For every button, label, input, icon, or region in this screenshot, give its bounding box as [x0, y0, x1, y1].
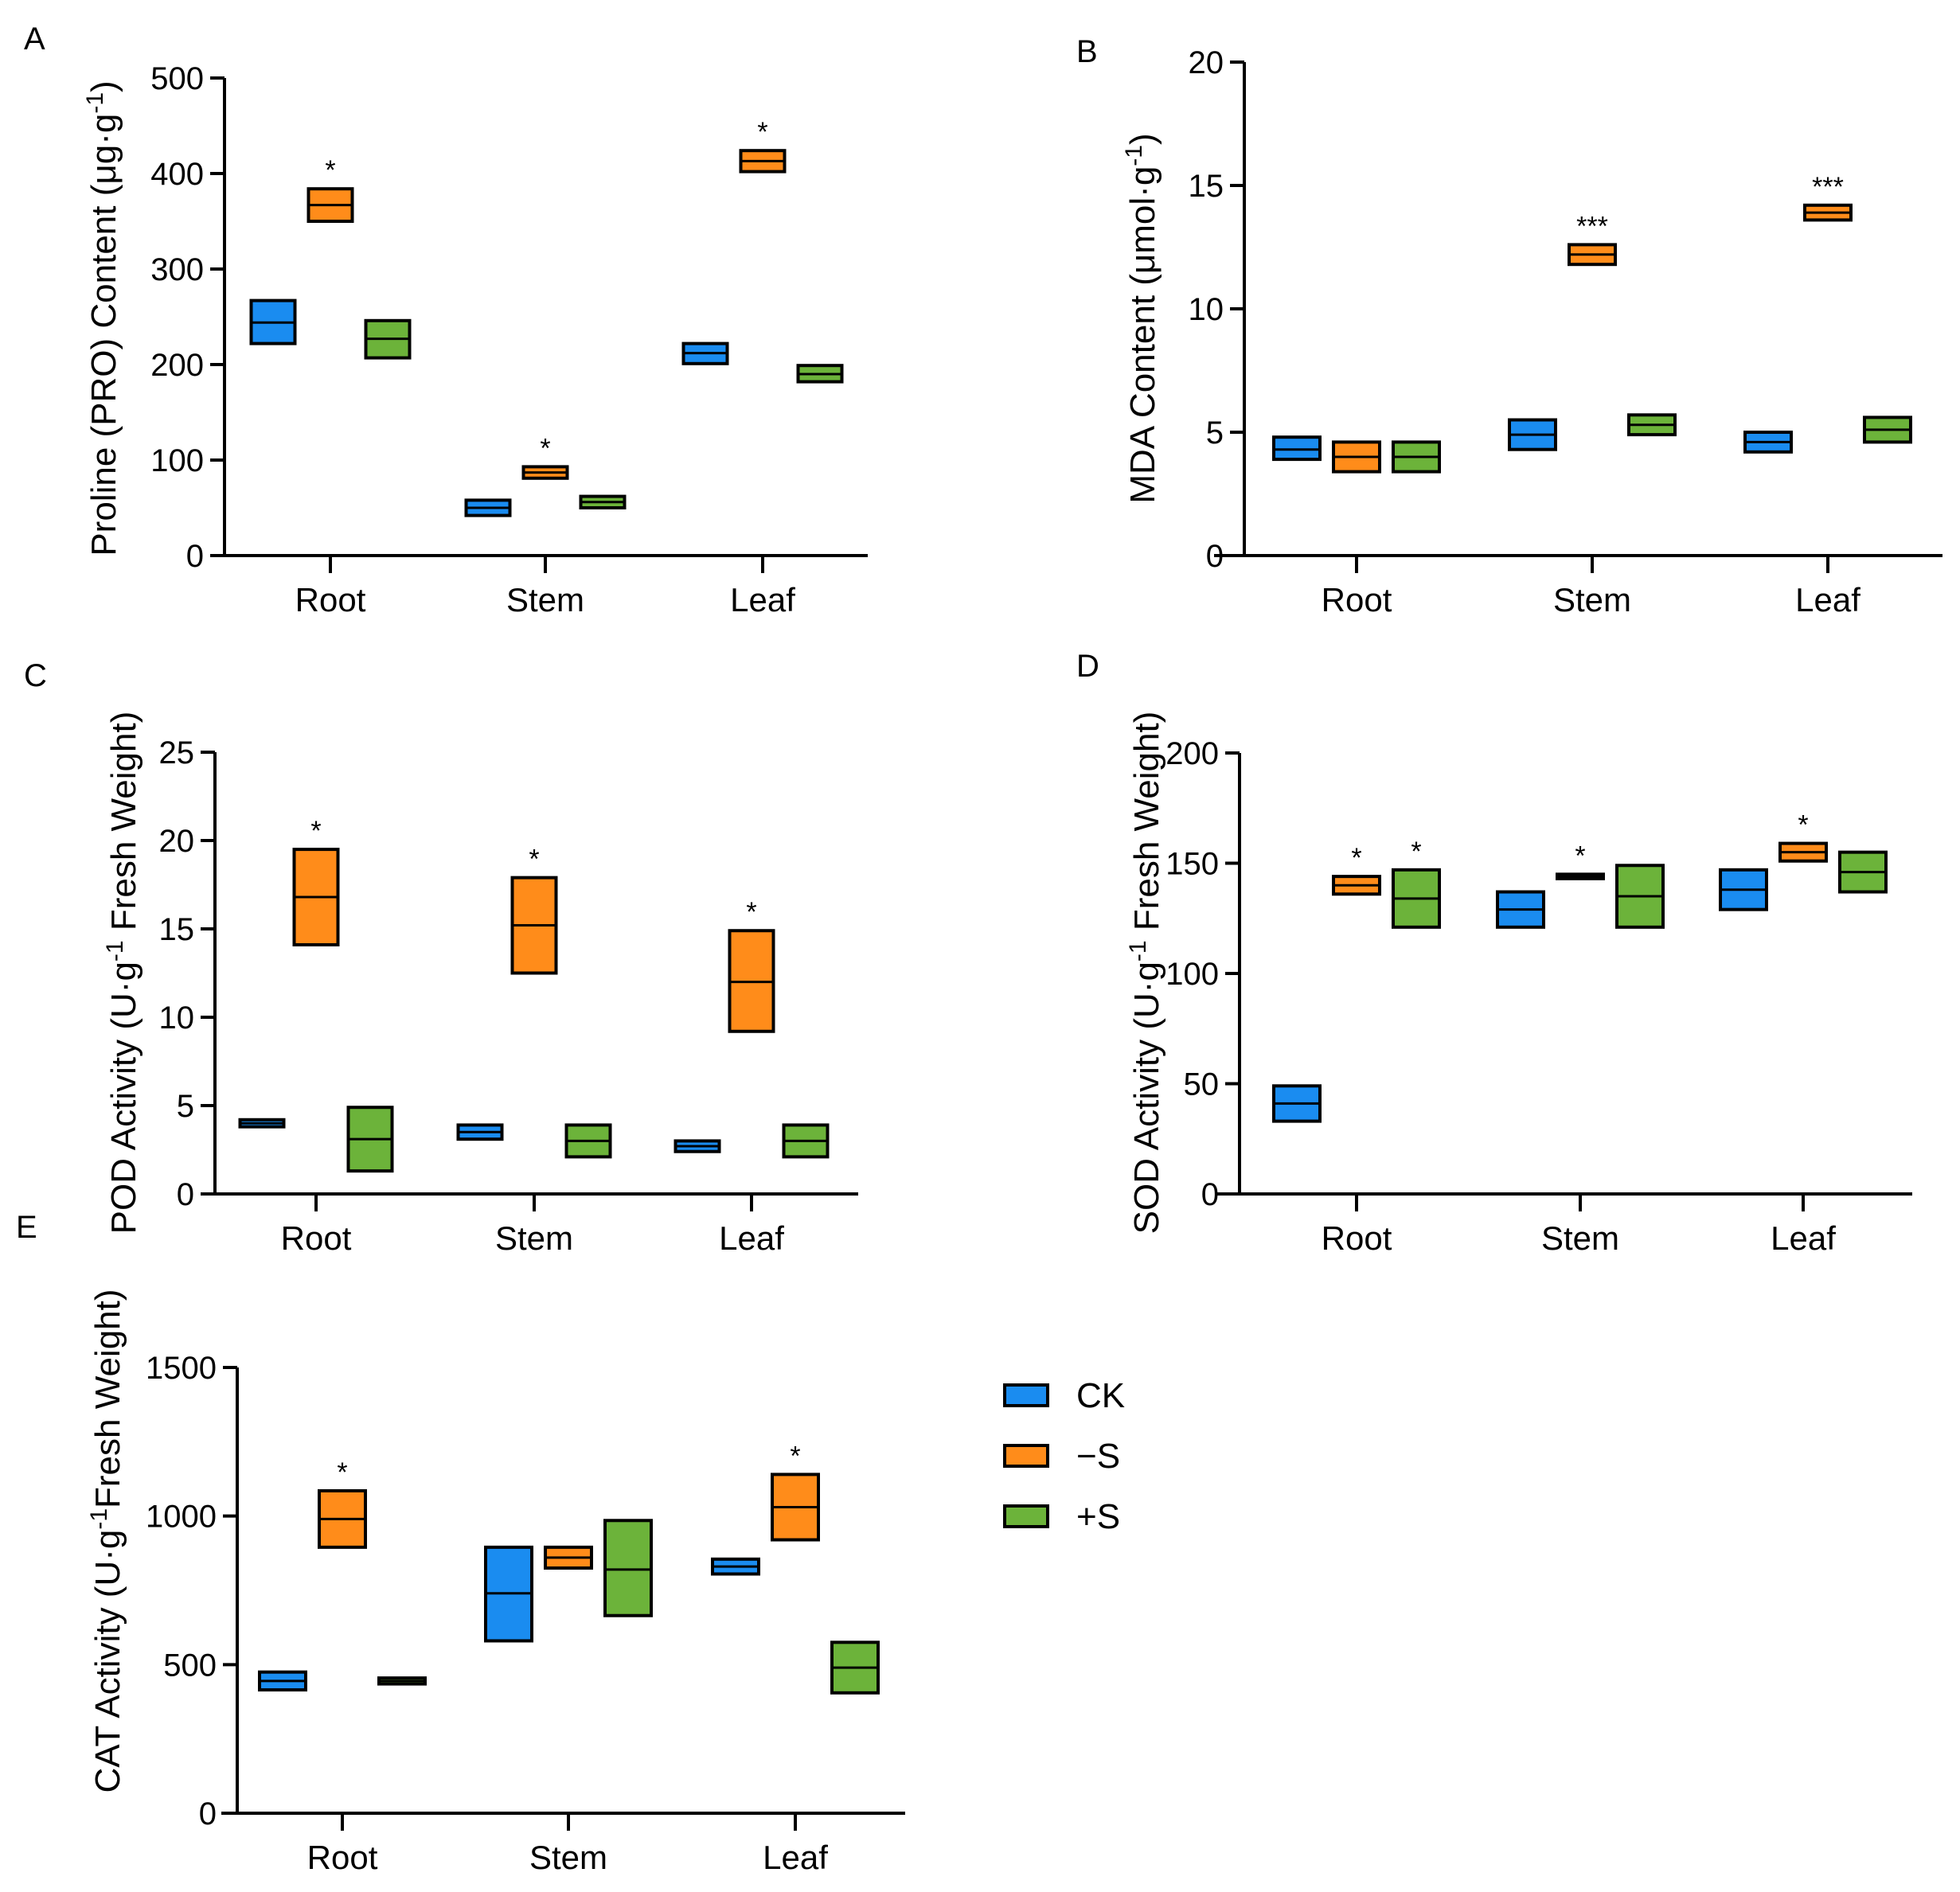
x-tick-label-b-stem: Stem — [1553, 581, 1631, 618]
significance-b-leaf-minus-s: *** — [1812, 172, 1844, 202]
y-axis-title-b: MDA Content (μmol·g-1) — [1121, 133, 1162, 503]
legend-swatch-plus-s — [1003, 1504, 1049, 1528]
legend-label-plus-s: +S — [1076, 1497, 1120, 1536]
y-axis-title-main-b: MDA Content (μmol·g — [1123, 166, 1162, 504]
significance-c-root-minus-s: * — [310, 816, 321, 846]
significance-d-root-minus-s: * — [1351, 843, 1361, 873]
y-axis-title-tail-a: ) — [84, 80, 123, 92]
x-tick-label-d-root: Root — [1322, 1219, 1392, 1257]
y-tick-label-c: 15 — [159, 912, 195, 947]
y-axis-title-main-c: POD Activity (U·g — [104, 962, 143, 1234]
y-tick-label-b: 20 — [1189, 45, 1224, 80]
y-axis-title-sup-a: -1 — [82, 92, 108, 114]
panel-a: A 0 100 200 300 400 500 Root Stem Leaf Proline (PR… — [24, 21, 868, 618]
y-axis-title-tail-b: ) — [1123, 133, 1162, 145]
y-tick-label-a: 0 — [186, 539, 204, 574]
x-tick-label-b-leaf: Leaf — [1795, 581, 1860, 618]
significance-a-stem-minus-s: * — [540, 433, 550, 463]
y-tick-label-c: 5 — [177, 1089, 194, 1124]
x-tick-label-d-stem: Stem — [1541, 1219, 1619, 1257]
legend-swatch-ck — [1003, 1383, 1049, 1407]
x-tick-label-a-stem: Stem — [506, 581, 584, 618]
y-tick-label-a: 300 — [150, 252, 204, 287]
significance-c-stem-minus-s: * — [529, 845, 539, 875]
panel-letter-d: D — [1076, 649, 1099, 684]
y-tick-label-b: 15 — [1189, 169, 1224, 204]
y-tick-label-c: 25 — [159, 735, 195, 770]
y-tick-label-a: 500 — [150, 61, 204, 96]
significance-a-leaf-minus-s: * — [757, 117, 767, 147]
panel-c: C 0 5 10 15 20 25 Root Stem Leaf POD Activity (U·g… — [24, 658, 858, 1257]
x-tick-label-a-root: Root — [295, 581, 366, 618]
y-axis-title-c: POD Activity (U·g-1 Fresh Weight) — [102, 712, 143, 1235]
y-axis-title-sup-e: -1 — [86, 1508, 112, 1530]
y-tick-label-a: 100 — [150, 443, 204, 478]
y-tick-label-b: 0 — [1206, 539, 1224, 574]
y-axis-title-main-d: SOD Activity (U·g — [1127, 962, 1166, 1234]
y-tick-label-d: 150 — [1165, 847, 1219, 882]
significance-d-stem-minus-s: * — [1575, 841, 1585, 871]
legend-label-ck: CK — [1076, 1376, 1125, 1415]
significance-c-leaf-minus-s: * — [746, 897, 756, 927]
y-tick-label-d: 0 — [1201, 1177, 1219, 1212]
x-tick-label-e-stem: Stem — [529, 1839, 607, 1876]
y-tick-label-d: 100 — [1165, 957, 1219, 992]
legend-label-minus-s: −S — [1076, 1437, 1120, 1476]
significance-a-root-minus-s: * — [325, 155, 335, 185]
significance-d-root-plus-s: * — [1411, 837, 1421, 867]
x-tick-label-b-root: Root — [1322, 581, 1392, 618]
y-tick-label-c: 20 — [159, 824, 195, 859]
y-axis-title-tail-d: Fresh Weight) — [1127, 712, 1166, 941]
significance-d-leaf-minus-s: * — [1798, 810, 1808, 841]
legend-swatch-minus-s — [1003, 1444, 1049, 1468]
x-tick-label-c-stem: Stem — [495, 1219, 573, 1257]
significance-e-leaf-minus-s: * — [790, 1441, 800, 1471]
y-tick-label-e: 1000 — [146, 1500, 217, 1535]
y-axis-title-a: Proline (PRO) Content (μg·g-1) — [82, 80, 123, 556]
x-tick-label-a-leaf: Leaf — [730, 581, 795, 618]
y-axis-title-sup-b: -1 — [1121, 145, 1147, 166]
y-tick-label-e: 1500 — [146, 1351, 217, 1386]
y-axis-title-sup-c: -1 — [102, 940, 128, 962]
box-e-stem-plus-s — [603, 1519, 653, 1617]
y-axis-title-sup-d: -1 — [1125, 940, 1151, 962]
y-tick-label-d: 50 — [1184, 1067, 1220, 1102]
y-tick-label-e: 0 — [199, 1796, 217, 1832]
significance-e-root-minus-s: * — [337, 1457, 347, 1488]
panel-letter-e: E — [16, 1210, 37, 1245]
y-axis-title-tail-c: Fresh Weight) — [104, 712, 143, 941]
y-tick-label-b: 10 — [1189, 292, 1224, 327]
y-axis-title-d: SOD Activity (U·g-1 Fresh Weight) — [1125, 712, 1166, 1235]
x-tick-label-e-leaf: Leaf — [763, 1839, 828, 1876]
panel-letter-a: A — [24, 21, 45, 57]
significance-b-stem-minus-s: *** — [1576, 211, 1608, 241]
x-tick-label-e-root: Root — [307, 1839, 378, 1876]
box-b-root-ck — [1272, 435, 1322, 462]
x-tick-label-d-leaf: Leaf — [1771, 1219, 1836, 1257]
y-tick-label-c: 10 — [159, 1001, 195, 1036]
x-tick-label-c-leaf: Leaf — [719, 1219, 784, 1257]
panel-d: D 0 50 100 150 200 Root Stem Leaf SOD Activity (U… — [1076, 649, 1912, 1257]
legend: CK −S +S — [1003, 1376, 1125, 1536]
y-axis-title-tail-e: Fresh Weight) — [88, 1289, 127, 1508]
y-tick-label-a: 400 — [150, 157, 204, 192]
panel-letter-c: C — [24, 658, 47, 693]
y-tick-label-a: 200 — [150, 348, 204, 383]
y-axis-title-main-a: Proline (PRO) Content (μg·g — [84, 114, 123, 556]
y-tick-label-d: 200 — [1165, 736, 1219, 771]
panel-b: B 0 5 10 15 20 Root Stem Leaf MDA Content (μmol·g… — [1076, 34, 1942, 618]
panel-letter-b: B — [1076, 34, 1098, 69]
x-tick-label-c-root: Root — [281, 1219, 352, 1257]
y-tick-label-c: 0 — [177, 1177, 194, 1212]
y-tick-label-e: 500 — [163, 1648, 217, 1683]
y-axis-title-main-e: CAT Activity (U·g — [88, 1530, 127, 1793]
y-tick-label-b: 5 — [1206, 415, 1224, 451]
panel-e: E 0 500 1000 1500 Root Stem Leaf CAT Activity (U… — [16, 1210, 905, 1876]
y-axis-title-e: CAT Activity (U·g-1Fresh Weight) — [86, 1289, 127, 1793]
